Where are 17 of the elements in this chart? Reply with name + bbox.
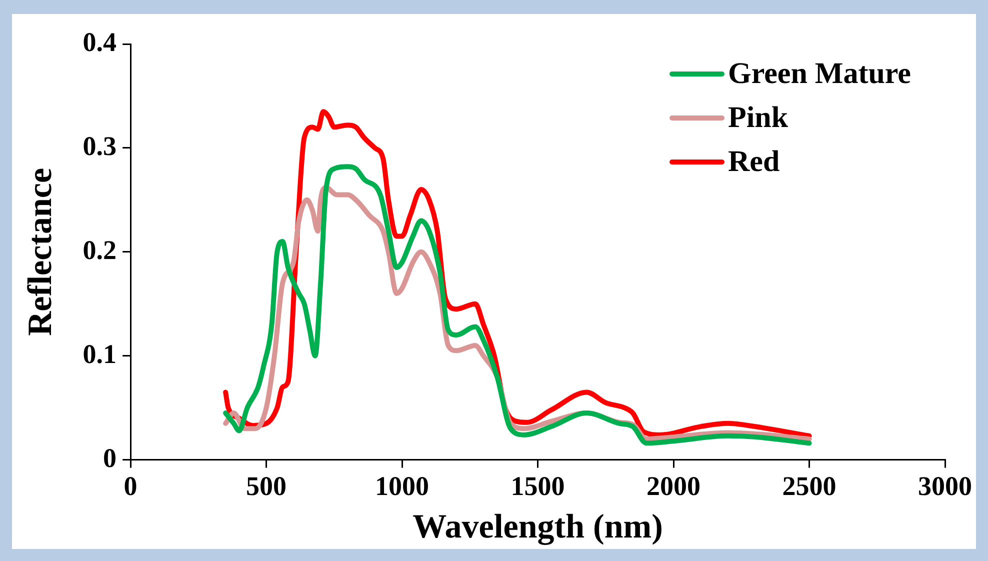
- x-tick-label: 1000: [375, 470, 430, 501]
- x-axis-title: Wavelength (nm): [412, 508, 663, 546]
- y-tick-label: 0.1: [82, 338, 117, 369]
- y-axis-title: Reflectance: [22, 168, 60, 336]
- y-tick-label: 0.2: [82, 234, 117, 265]
- x-tick-label: 1500: [510, 470, 565, 501]
- x-tick-label: 500: [246, 470, 287, 501]
- y-tick-label: 0.4: [82, 26, 117, 57]
- x-tick-label: 2500: [782, 470, 836, 501]
- x-tick-label: 2000: [646, 470, 701, 501]
- legend-label: Red: [728, 144, 780, 178]
- x-tick-label: 3000: [918, 470, 972, 501]
- legend-label: Pink: [728, 100, 788, 134]
- y-tick-label: 0.3: [82, 130, 117, 161]
- legend-label: Green Mature: [728, 56, 912, 90]
- y-tick-label: 0: [103, 442, 117, 473]
- x-tick-label: 0: [124, 470, 138, 501]
